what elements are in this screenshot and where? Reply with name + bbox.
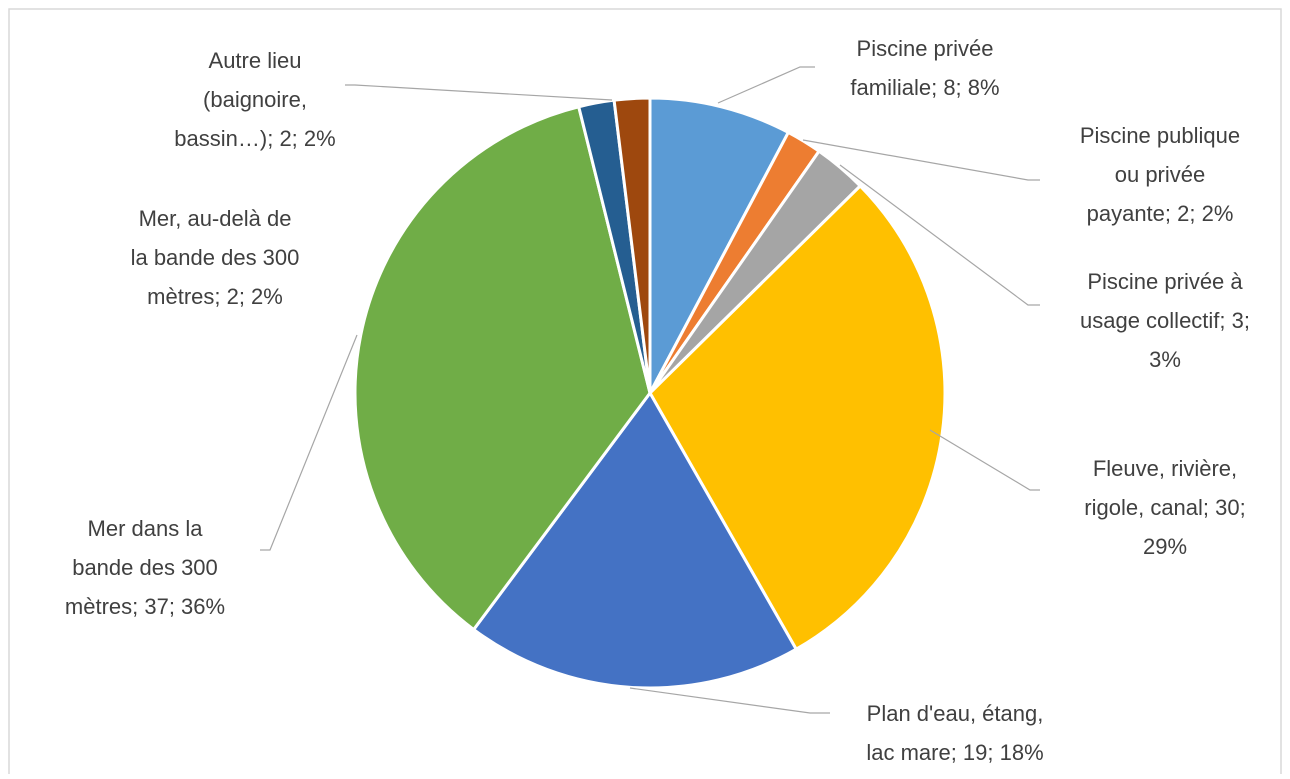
data-label: usage collectif; 3; <box>1080 308 1250 333</box>
pie-slice <box>648 183 947 652</box>
leader-line <box>802 139 1040 181</box>
data-label: la bande des 300 <box>131 245 300 270</box>
leader-line <box>929 429 1040 491</box>
data-label: 3% <box>1149 347 1181 372</box>
data-label: lac mare; 19; 18% <box>866 740 1043 765</box>
data-label: rigole, canal; 30; <box>1084 495 1245 520</box>
data-label: (baignoire, <box>203 87 307 112</box>
pie-slice <box>648 96 791 394</box>
data-label: Mer dans la <box>88 516 204 541</box>
data-label: Piscine publique <box>1080 123 1240 148</box>
leader-line <box>345 84 613 101</box>
data-label: Piscine privée à <box>1087 269 1243 294</box>
leader-line <box>260 334 358 551</box>
data-label: Autre lieu <box>209 48 302 73</box>
pie-slice <box>471 390 799 690</box>
data-label: bassin…); 2; 2% <box>174 126 335 151</box>
data-label: mètres; 2; 2% <box>147 284 283 309</box>
data-label: familiale; 8; 8% <box>850 75 999 100</box>
leader-line <box>839 164 1040 306</box>
data-label: Plan d'eau, étang, <box>867 701 1044 726</box>
data-label: Mer, au-delà de <box>139 206 292 231</box>
data-label: mètres; 37; 36% <box>65 594 225 619</box>
data-label: 29% <box>1143 534 1187 559</box>
leader-line <box>629 687 830 714</box>
data-label: ou privée <box>1115 162 1206 187</box>
pie-slice <box>353 104 652 632</box>
leader-line <box>717 66 815 104</box>
data-label: Piscine privée <box>857 36 994 61</box>
data-label: payante; 2; 2% <box>1087 201 1234 226</box>
data-label: bande des 300 <box>72 555 218 580</box>
data-label: Fleuve, rivière, <box>1093 456 1237 481</box>
pie-slice <box>612 96 652 394</box>
